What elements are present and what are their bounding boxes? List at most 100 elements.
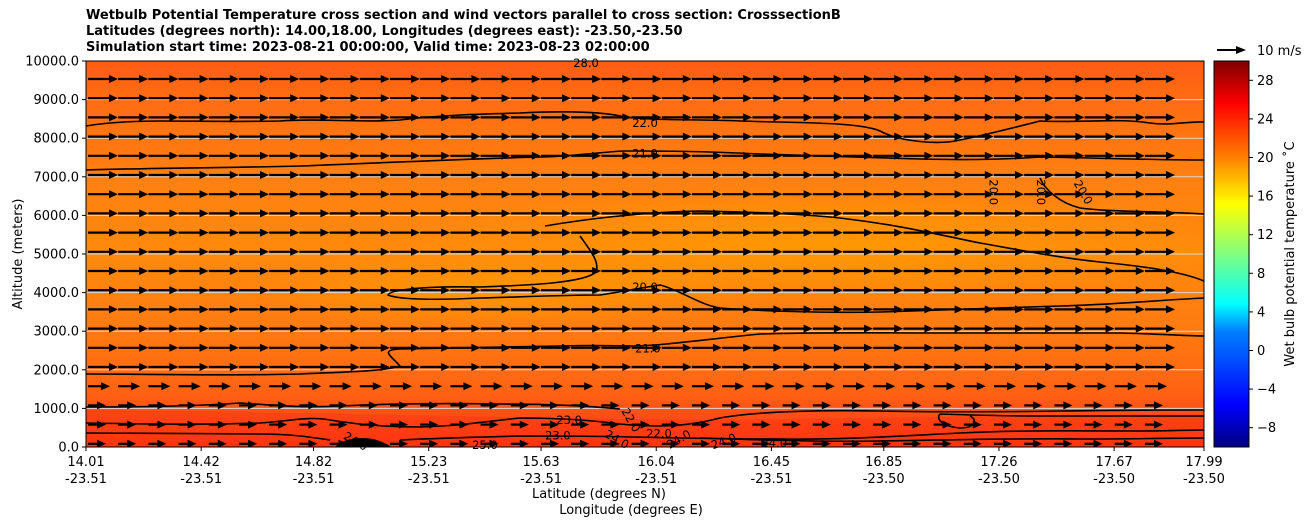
wind-vector [480,267,511,275]
wind-vector [812,343,843,352]
wind-vector [329,228,360,237]
wind-vector [843,190,873,199]
wind-vector [1114,286,1145,295]
wind-vector [329,247,360,256]
wind-vector [359,228,390,237]
wind-vector [208,439,227,447]
wind-vector [88,305,118,314]
wind-vector [208,286,239,295]
wind-vector [299,209,330,218]
wind-vector [661,267,692,275]
wind-vector [329,382,352,391]
y-tick-label: 5000.0 [34,248,80,263]
wind-vector [269,305,300,314]
wind-vector [631,439,650,447]
wind-vector [450,247,481,256]
wind-vector [148,267,179,275]
wind-vector [1114,94,1145,103]
wind-vector [1084,305,1115,314]
wind-vector [994,324,1024,333]
wind-vector [601,267,632,275]
wind-vector [782,363,813,371]
wind-vector [571,228,602,237]
wind-vector [299,228,330,237]
wind-vector [118,286,149,295]
wind-vector [812,267,843,275]
contour-label: 20.0 [1034,179,1048,205]
wind-vector [178,420,197,429]
wind-vector [480,113,511,122]
wind-vector [88,439,106,447]
wind-vector [450,228,481,237]
wind-vector [118,324,149,333]
wind-vector [178,94,209,103]
wind-vector [722,151,753,160]
wind-vector [1084,190,1115,199]
wind-vector [963,171,994,179]
wind-vector [812,286,843,295]
wind-vector [631,286,662,295]
wind-vector [420,171,451,179]
wind-vector [843,286,873,295]
wind-vector [390,363,420,371]
wind-vector [571,190,602,199]
wind-vector [510,286,541,295]
wind-vector [963,439,982,447]
wind-vector [118,132,149,141]
wind-vector [722,267,753,275]
wind-vector [239,190,269,199]
wind-vector [1114,228,1145,237]
wind-vector [722,75,753,83]
wind-vector [88,324,118,333]
wind-vector [148,305,179,314]
wind-vector [239,267,269,275]
wind-vector [843,439,861,447]
wind-vector [329,190,360,199]
wind-vector [752,171,783,179]
wind-vector [510,343,541,352]
wind-vector [963,324,994,333]
wind-vector [420,113,451,122]
wind-vector [88,420,106,429]
y-tick-label: 3000.0 [34,325,80,340]
x-tick-label-lon: -23.51 [408,472,450,487]
wind-vector [480,363,511,371]
wind-vector [390,324,420,333]
wind-vector [1114,401,1133,410]
wind-vector [329,151,360,160]
wind-vector [269,171,300,179]
wind-vector [420,324,451,333]
wind-vector [782,247,813,256]
wind-vector [541,305,571,314]
wind-vector [812,324,843,333]
chart-title: Wetbulb Potential Temperature cross sect… [86,8,841,23]
wind-vector [480,401,499,410]
wind-vector [812,247,843,256]
wind-vector [510,401,529,410]
wind-vector [1145,363,1175,371]
wind-vector [480,209,511,218]
wind-vector [571,324,602,333]
wind-vector [843,94,873,103]
wind-vector [118,190,149,199]
wind-vector [963,75,994,83]
wind-vector [782,113,813,122]
wind-vector [752,209,783,218]
wind-vector [299,113,330,122]
wind-vector [390,401,408,410]
wind-vector [631,171,662,179]
wind-vector [88,286,118,295]
wind-vector [239,439,257,447]
wind-vector [1024,151,1055,160]
x-axis-label-longitude: Longitude (degrees E) [559,503,703,518]
wind-vector [299,439,318,447]
wind-vector [269,286,300,295]
wind-vector [148,382,171,391]
wind-vector [873,439,892,447]
wind-vector [269,343,300,352]
x-tick-label-lat: 17.26 [980,455,1017,470]
wind-vector [208,420,227,429]
wind-vector [1114,190,1145,199]
wind-vector [1054,286,1085,295]
wind-vector [843,382,865,391]
